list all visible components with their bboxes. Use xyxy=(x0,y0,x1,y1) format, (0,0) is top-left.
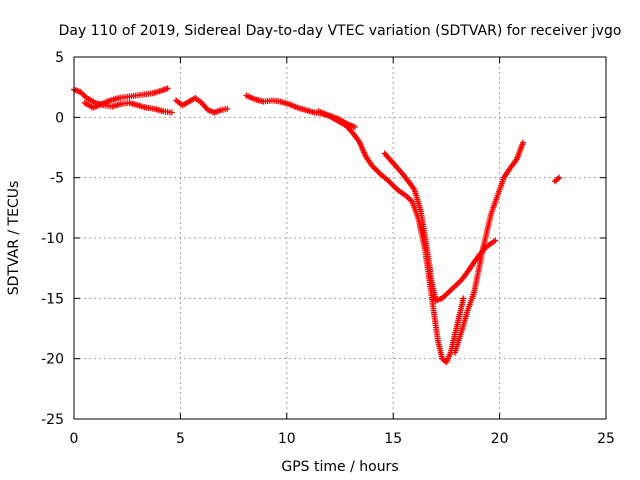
y-tick-labels: 5 0 -5 -10 -15 -20 -25 xyxy=(41,50,64,428)
y-tick-label: 5 xyxy=(55,50,64,66)
y-tick-label: -20 xyxy=(41,352,64,368)
data-point xyxy=(168,109,175,116)
data-point xyxy=(460,295,467,302)
series-arc-8 xyxy=(551,174,563,185)
x-tick-label: 15 xyxy=(384,431,402,447)
x-tick-label: 20 xyxy=(491,431,509,447)
x-tick-label: 0 xyxy=(70,431,79,447)
y-tick-label: -25 xyxy=(41,412,64,428)
series-arc-2 xyxy=(81,85,171,111)
y-tick-label: -5 xyxy=(50,171,64,187)
series-arc-3 xyxy=(173,95,231,116)
data-point xyxy=(556,174,563,181)
x-tick-label: 25 xyxy=(597,431,615,447)
data-point xyxy=(492,237,499,244)
data-point xyxy=(351,123,358,130)
chart-title: Day 110 of 2019, Sidereal Day-to-day VTE… xyxy=(59,23,622,39)
data-point xyxy=(224,105,231,112)
x-axis-label: GPS time / hours xyxy=(281,459,398,475)
y-tick-label: -10 xyxy=(41,231,64,247)
data-point xyxy=(520,139,527,146)
y-tick-label: -15 xyxy=(41,291,64,307)
x-tick-labels: 0 5 10 15 20 25 xyxy=(70,431,615,447)
data-point xyxy=(164,85,171,92)
axis-ticks xyxy=(73,56,607,420)
y-axis-label: SDTVAR / TECUs xyxy=(6,181,22,296)
y-tick-label: 0 xyxy=(55,110,64,126)
x-tick-label: 5 xyxy=(176,431,185,447)
x-tick-label: 10 xyxy=(278,431,296,447)
series-arc-7 xyxy=(451,139,527,356)
data-marks xyxy=(71,85,563,366)
